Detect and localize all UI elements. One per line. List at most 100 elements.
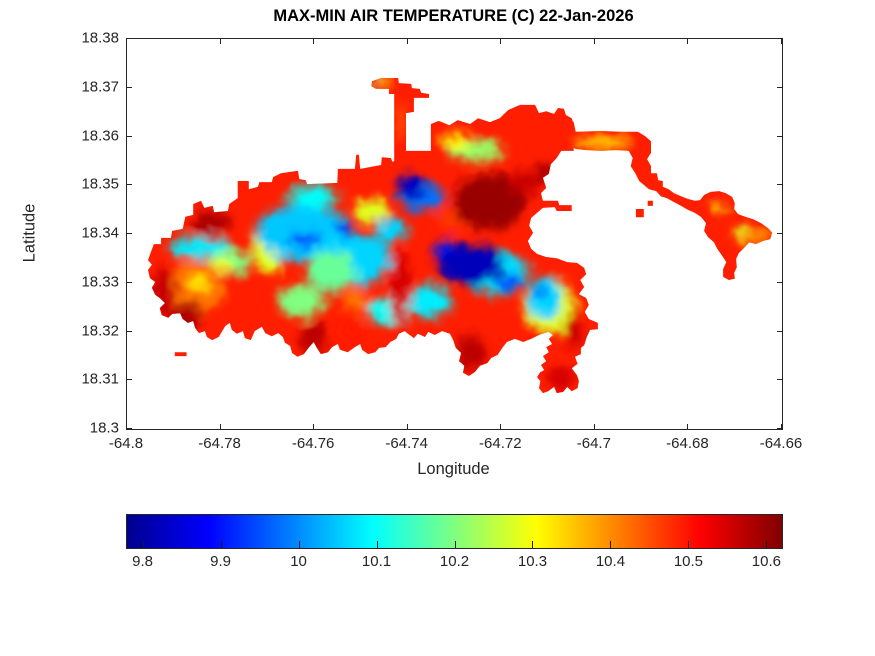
- colorbar-tick: [688, 541, 690, 548]
- temperature-region: [396, 174, 427, 199]
- colorbar-tick-label: 9.8: [132, 553, 154, 570]
- temperature-region: [453, 173, 526, 231]
- temperature-region: [455, 335, 487, 371]
- x-tick-top: [593, 39, 595, 44]
- colorbar-tick-label: 10.2: [439, 553, 470, 570]
- y-tick-left: [127, 184, 132, 186]
- y-tick-label: 18.35: [81, 175, 119, 193]
- y-tick-left: [127, 330, 132, 332]
- colorbar-tick: [766, 541, 768, 548]
- colorbar-tick: [142, 541, 144, 548]
- temperature-region: [186, 276, 209, 291]
- y-tick-right: [777, 38, 782, 39]
- temperature-region: [299, 321, 327, 357]
- x-tick-label: -64.72: [479, 435, 522, 452]
- y-tick-label: 18.34: [81, 224, 119, 242]
- y-tick-label: 18.37: [81, 78, 119, 96]
- y-tick-label: 18.31: [81, 370, 119, 388]
- x-tick-label: -64.7: [576, 435, 611, 452]
- temperature-region: [710, 202, 725, 213]
- y-tick-left: [127, 86, 132, 88]
- colorbar-tick-label: 10.4: [595, 553, 626, 570]
- colorbar-tick: [532, 541, 534, 548]
- temperature-regions: [151, 79, 770, 392]
- x-tick-label: -64.66: [759, 435, 803, 452]
- temperature-region: [533, 285, 549, 297]
- y-tick-right: [777, 428, 782, 429]
- y-tick-right: [777, 86, 782, 88]
- temperature-region: [547, 367, 576, 392]
- temperature-region: [410, 285, 452, 318]
- temperature-region: [438, 244, 504, 284]
- y-tick-left: [127, 38, 132, 39]
- temperature-region: [732, 227, 752, 239]
- temperature-region: [390, 248, 410, 330]
- temperature-region: [534, 163, 558, 184]
- colorbar-tick-label: 10.3: [517, 553, 548, 570]
- x-tick-label: -64.74: [385, 435, 428, 452]
- island-raster: [148, 78, 773, 394]
- x-tick-top: [500, 39, 502, 44]
- temperature-region: [171, 303, 203, 328]
- temperature-region: [341, 319, 361, 344]
- x-tick-bottom: [593, 424, 595, 429]
- temperature-region: [494, 273, 522, 291]
- x-tick-bottom: [687, 424, 689, 429]
- colorbar-tick: [376, 541, 378, 548]
- x-tick-bottom: [313, 424, 315, 429]
- y-tick-label: 18.32: [81, 322, 119, 339]
- colorbar: [126, 514, 783, 549]
- colorbar-tick-label: 10.1: [361, 553, 392, 570]
- x-tick-top: [126, 39, 127, 44]
- plot-area: [126, 38, 783, 430]
- y-tick-right: [777, 135, 782, 137]
- temperature-region: [168, 237, 230, 259]
- y-tick-left: [127, 233, 132, 234]
- colorbar-tick-label: 10.6: [751, 553, 781, 570]
- x-tick-top: [687, 39, 689, 44]
- temperature-region: [573, 136, 634, 148]
- temperature-heatmap: [148, 78, 773, 394]
- x-tick-label: -64.68: [666, 435, 709, 452]
- chart-title: MAX-MIN AIR TEMPERATURE (C) 22-Jan-2026: [273, 7, 634, 25]
- x-tick-label: -64.78: [198, 435, 241, 452]
- temperature-region: [507, 170, 539, 195]
- colorbar-tick: [298, 541, 300, 548]
- x-tick-bottom: [219, 424, 221, 429]
- temperature-region: [305, 251, 356, 291]
- x-axis-label: Longitude: [417, 460, 490, 478]
- temperature-region: [375, 218, 407, 243]
- temperature-region: [286, 186, 340, 208]
- colorbar-tick-label: 10: [290, 553, 307, 570]
- y-tick-label: 18.38: [81, 29, 119, 47]
- x-tick-top: [406, 39, 408, 44]
- y-tick-right: [777, 281, 782, 283]
- temperature-region: [394, 103, 406, 139]
- temperature-region: [759, 231, 770, 240]
- temperature-region: [370, 80, 378, 87]
- island-base-coast: [148, 78, 773, 394]
- colorbar-tick: [454, 541, 456, 548]
- temperature-region: [440, 134, 472, 149]
- y-tick-left: [127, 281, 132, 283]
- x-tick-bottom: [126, 424, 127, 429]
- temperature-region: [190, 209, 232, 238]
- y-tick-label: 18.36: [81, 127, 119, 144]
- y-tick-right: [777, 233, 782, 234]
- temperature-region: [342, 289, 370, 314]
- y-tick-left: [127, 428, 132, 429]
- x-tick-bottom: [406, 424, 408, 429]
- y-tick-left: [127, 135, 132, 137]
- colorbar-tick-label: 10.5: [673, 553, 704, 570]
- x-tick-bottom: [781, 424, 782, 429]
- temperature-region: [288, 230, 320, 249]
- y-axis-label: Latitude: [20, 203, 39, 263]
- temperature-region: [563, 315, 583, 348]
- y-tick-right: [777, 184, 782, 186]
- x-tick-top: [781, 39, 782, 44]
- colorbar-tick-label: 9.9: [210, 553, 231, 570]
- y-tick-left: [127, 379, 132, 381]
- x-tick-label: -64.76: [291, 435, 335, 452]
- x-tick-label: -64.8: [108, 435, 144, 452]
- temperature-region: [336, 223, 355, 238]
